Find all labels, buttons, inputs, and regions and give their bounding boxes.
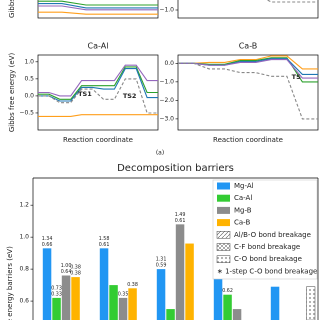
- value-label: 0.35: [118, 291, 129, 297]
- value-label: 0.38: [70, 271, 81, 277]
- value-label: 1.49: [175, 212, 186, 218]
- energy-line: [178, 59, 318, 79]
- legend-swatch: [217, 194, 230, 202]
- value-label: 0.33: [51, 291, 62, 297]
- bar: [175, 224, 185, 320]
- y-tick-label: 0.6: [19, 298, 29, 305]
- bar: [306, 286, 316, 320]
- legend-note: ∗ 1-step C-O bond breakage: [217, 267, 317, 275]
- legend-label: Ca-Al: [234, 194, 252, 202]
- value-label: 0.73: [51, 285, 62, 291]
- x-axis-label: Reaction coordinate: [63, 136, 133, 144]
- y-tick-label: 0.5: [24, 75, 34, 82]
- y-axis-label: Gibbs free energy (eV): [8, 53, 16, 133]
- annotation: TS2: [123, 92, 137, 100]
- y-tick-label: −3.0: [159, 115, 174, 122]
- bar: [61, 275, 71, 320]
- legend-swatch: [216, 231, 231, 239]
- y-axis-label: Gibbs: [8, 0, 16, 18]
- legend-swatch: [216, 255, 231, 263]
- y-tick-label: 1.0: [24, 58, 34, 65]
- bar: [128, 288, 137, 320]
- value-label: 0.66: [42, 242, 53, 248]
- x-axis-label: Reaction coordinate: [213, 136, 283, 144]
- y-tick-label: 1.2: [19, 202, 29, 209]
- value-label: 0.38: [127, 282, 138, 288]
- energy-line: [38, 0, 158, 6]
- legend-swatch: [217, 219, 230, 227]
- y-tick-label: 1.0: [19, 234, 29, 241]
- y-tick-label: 0.0: [164, 60, 174, 67]
- value-label: 1.31: [156, 257, 167, 263]
- value-label: 0.61: [175, 218, 186, 224]
- value-label: 0.38: [70, 265, 81, 271]
- energy-line: [38, 78, 158, 114]
- panel-title: Ca-Al: [88, 42, 109, 51]
- legend-swatch: [216, 243, 231, 251]
- bar: [232, 309, 242, 320]
- energy-line: [178, 55, 318, 70]
- y-tick-label: 0.8: [19, 266, 29, 273]
- y-tick-label: 0.0: [24, 92, 34, 99]
- y-tick-label: −2.0: [159, 97, 174, 104]
- bar: [42, 248, 52, 320]
- value-label: 0.59: [156, 263, 167, 269]
- plot-frame: [177, 54, 319, 131]
- value-label: 1.58: [99, 236, 110, 242]
- bar: [156, 269, 166, 320]
- legend-label: Mg-B: [234, 206, 252, 214]
- energy-line: [38, 66, 158, 100]
- energy-line: [38, 68, 158, 102]
- chart-title: Decomposition barriers: [117, 163, 234, 174]
- bar: [118, 297, 128, 320]
- legend-box: [212, 179, 318, 280]
- bar: [166, 309, 175, 320]
- plot-frame: [37, 0, 159, 19]
- bar: [109, 285, 118, 320]
- legend-label: Ca-B: [234, 219, 250, 227]
- bar: [99, 248, 109, 320]
- legend-label: Mg-Al: [234, 182, 254, 190]
- y-tick-label: −1.0: [159, 78, 174, 85]
- legend-swatch: [217, 182, 230, 190]
- energy-line: [178, 62, 318, 120]
- bar: [213, 240, 223, 320]
- energy-line: [266, 0, 318, 3]
- value-label: 0.64: [61, 269, 72, 275]
- legend-label: Al/B-O bond breakage: [234, 231, 311, 239]
- energy-line: [38, 3, 158, 9]
- value-label: 0.62: [222, 288, 233, 294]
- bar: [270, 286, 280, 320]
- energy-line: [38, 5, 158, 11]
- y-axis-label: Free energy barriers (eV): [6, 246, 14, 320]
- legend-swatch: [217, 206, 230, 214]
- energy-line: [38, 11, 158, 15]
- bar: [52, 297, 61, 320]
- energy-line: [38, 114, 158, 117]
- bar: [223, 294, 232, 320]
- y-tick-label: −0.5: [19, 109, 34, 116]
- panel-title: Ca-B: [239, 42, 258, 51]
- legend-label: C-F bond breakage: [234, 243, 300, 251]
- caption: (a): [156, 150, 164, 157]
- plot-frame: [177, 0, 319, 19]
- annotation: TS: [292, 73, 301, 81]
- bar: [71, 277, 80, 320]
- legend-label: C-O bond breakage: [234, 255, 302, 263]
- annotation: TS1: [78, 90, 92, 98]
- value-label: 1.34: [42, 236, 53, 242]
- energy-line: [38, 64, 158, 97]
- value-label: 1.00: [61, 263, 72, 269]
- value-label: 0.61: [99, 242, 110, 248]
- y-tick-label: −1.0: [159, 7, 174, 14]
- bar: [185, 243, 194, 320]
